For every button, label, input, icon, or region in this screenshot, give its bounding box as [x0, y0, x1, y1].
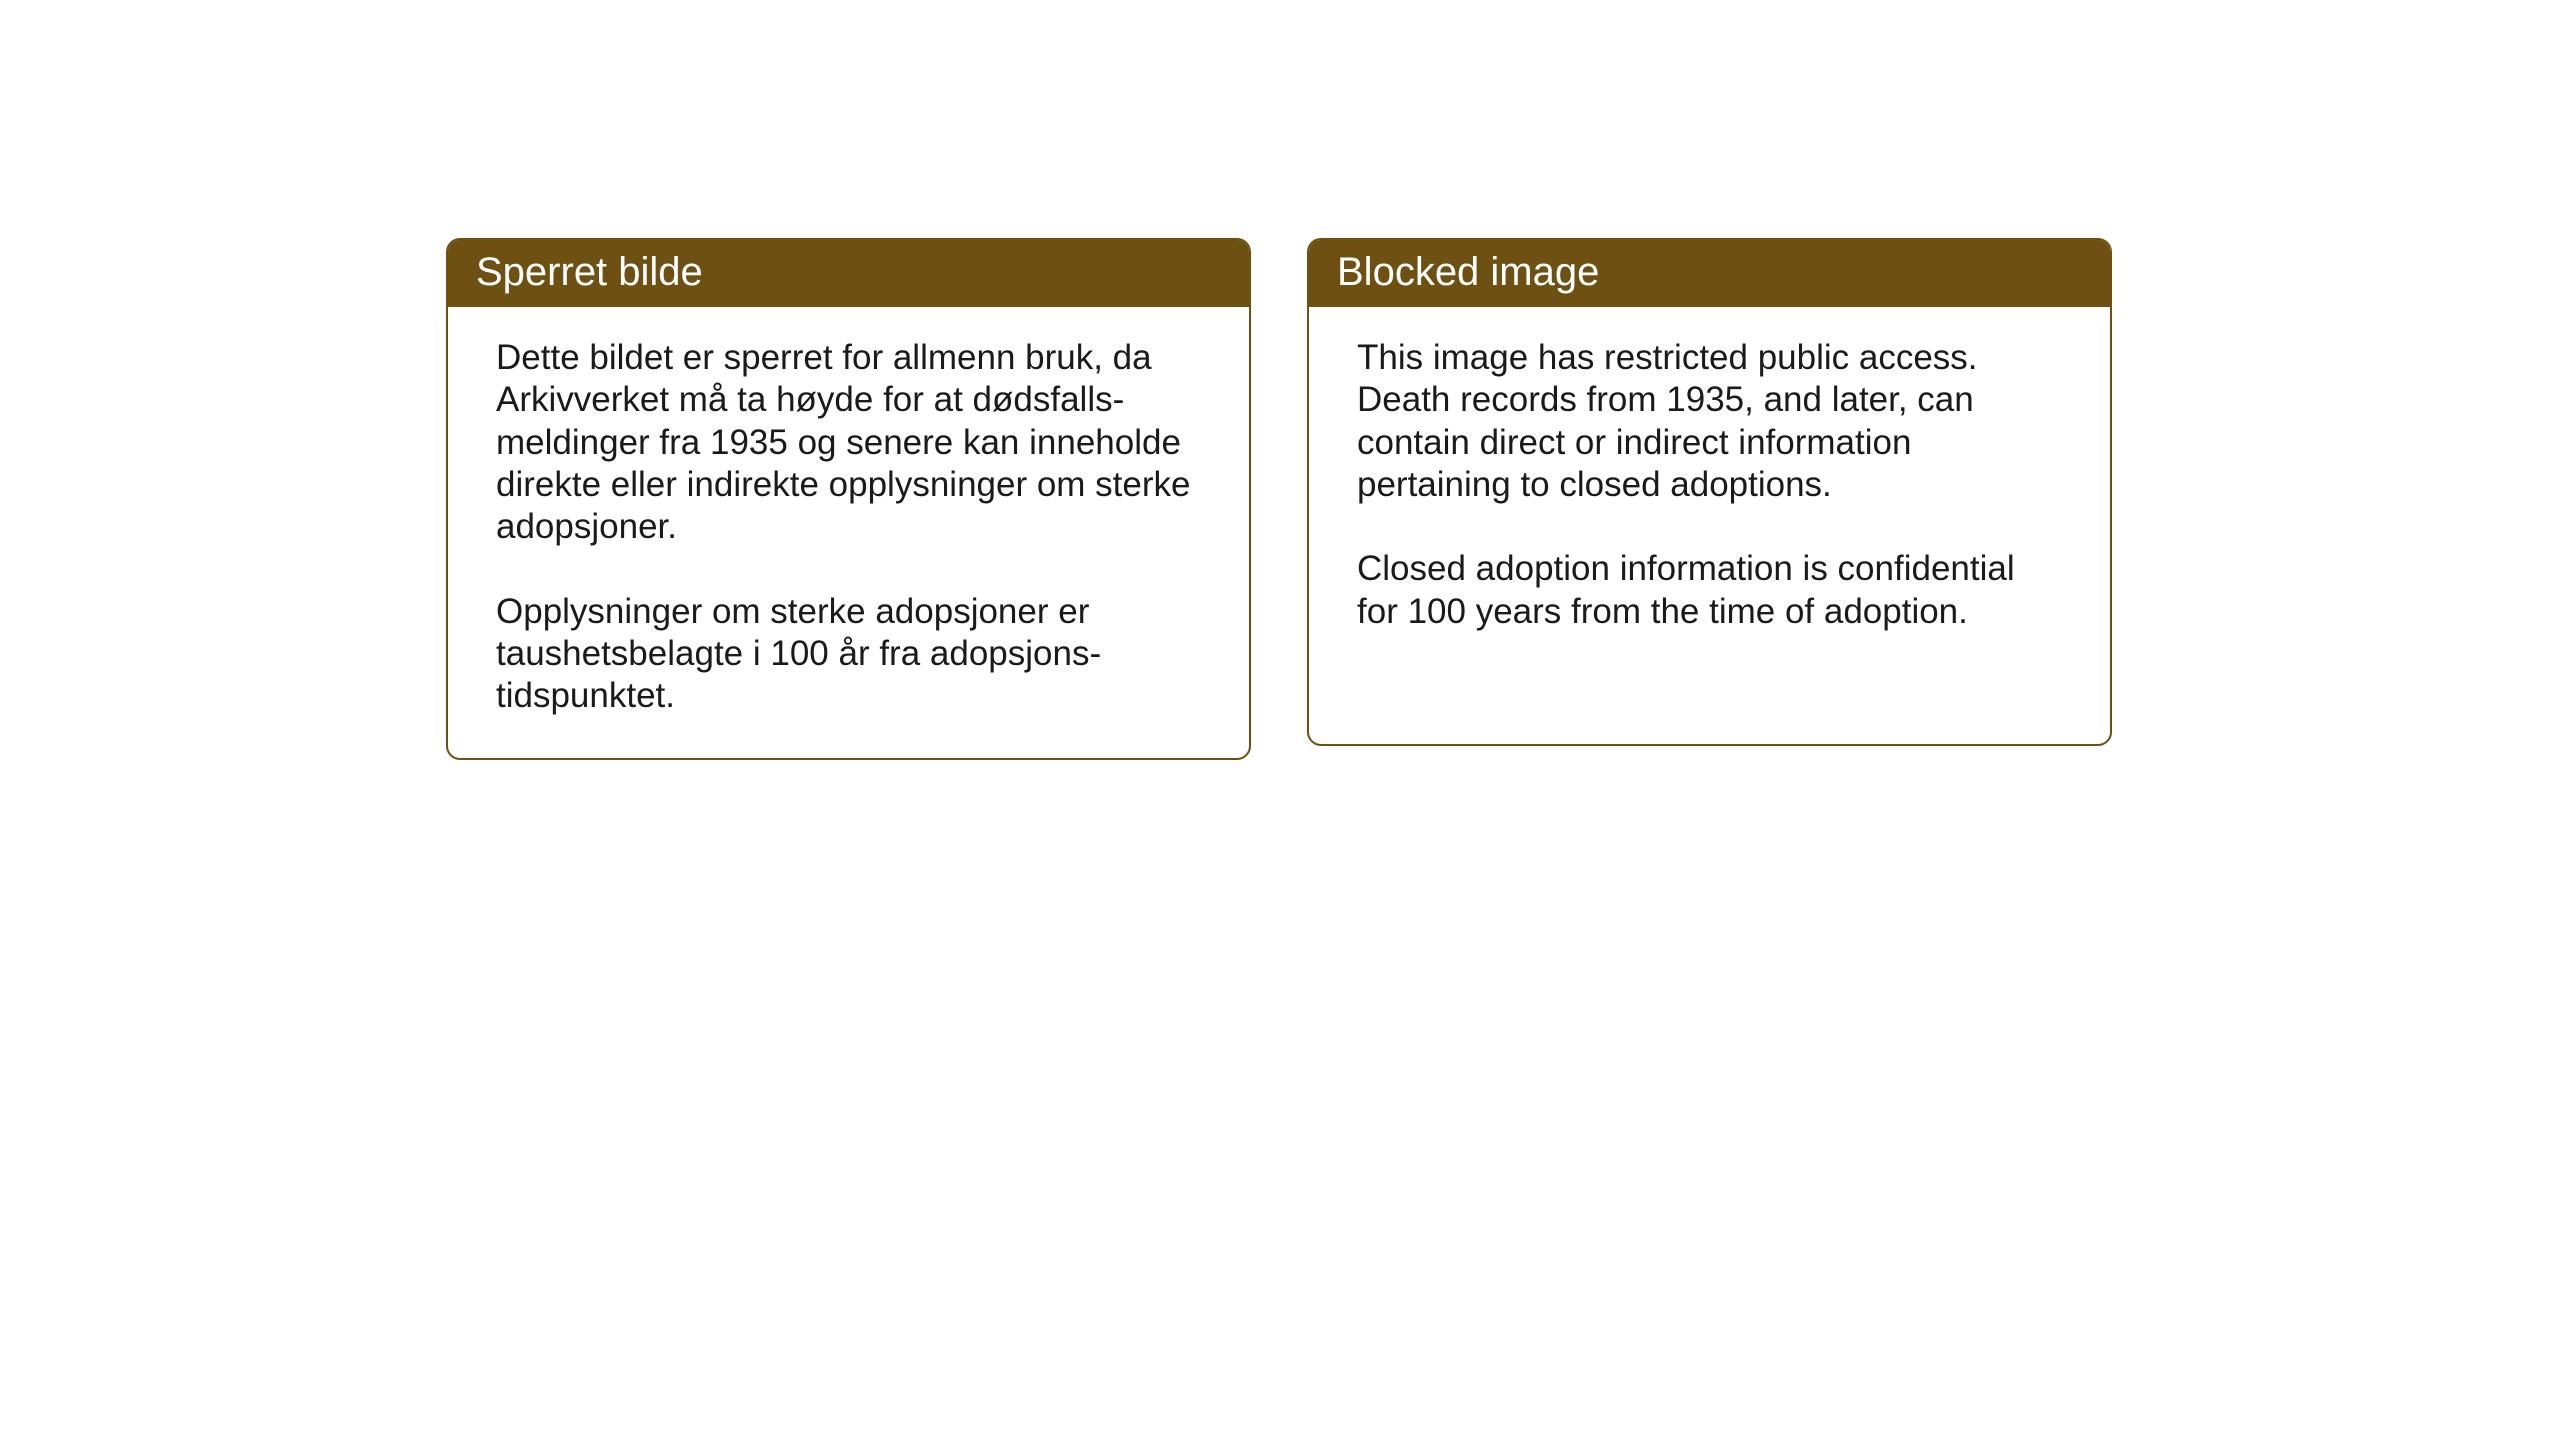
card-title-english: Blocked image [1337, 250, 1599, 294]
card-body-english: This image has restricted public access.… [1309, 307, 2110, 673]
card-body-norwegian: Dette bildet er sperret for allmenn bruk… [448, 307, 1249, 758]
paragraph-english-2: Closed adoption information is confident… [1357, 548, 2062, 633]
notice-container: Sperret bilde Dette bildet er sperret fo… [0, 0, 2560, 760]
paragraph-english-1: This image has restricted public access.… [1357, 337, 2062, 506]
notice-card-english: Blocked image This image has restricted … [1307, 238, 2112, 746]
notice-card-norwegian: Sperret bilde Dette bildet er sperret fo… [446, 238, 1251, 760]
paragraph-norwegian-2: Opplysninger om sterke adopsjoner er tau… [496, 591, 1201, 718]
card-header-english: Blocked image [1309, 240, 2110, 307]
paragraph-norwegian-1: Dette bildet er sperret for allmenn bruk… [496, 337, 1201, 549]
card-title-norwegian: Sperret bilde [476, 250, 703, 294]
card-header-norwegian: Sperret bilde [448, 240, 1249, 307]
